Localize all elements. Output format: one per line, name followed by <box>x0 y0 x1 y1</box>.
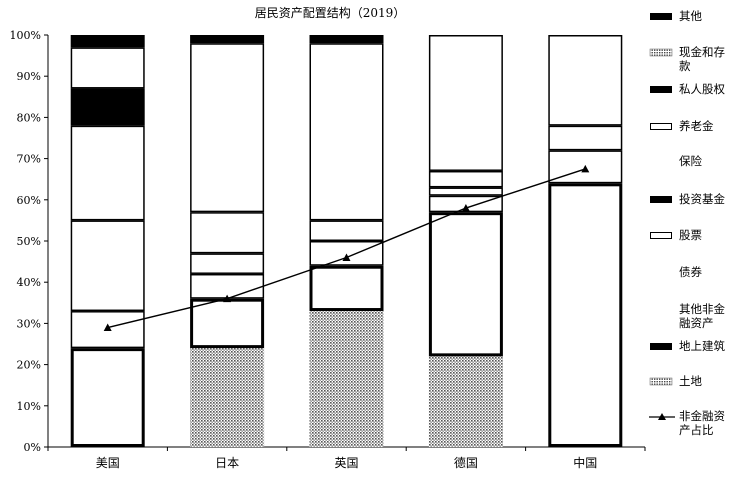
bar-segment <box>428 356 503 447</box>
line-point <box>103 323 112 332</box>
y-tick-label: 10% <box>17 400 41 413</box>
legend-swatch <box>650 86 672 93</box>
line-point <box>581 164 590 173</box>
legend-label: 其他非金融资产 <box>679 302 725 330</box>
legend-label: 投资基金 <box>679 192 725 206</box>
bar-segment <box>190 273 265 299</box>
legend-swatch <box>649 267 677 279</box>
y-tick-label: 50% <box>17 235 41 248</box>
line-point <box>342 253 351 261</box>
x-tick-label: 德国 <box>454 455 478 470</box>
x-tick-label: 美国 <box>96 456 120 470</box>
legend-swatch <box>650 232 672 239</box>
bar-segment <box>428 170 503 188</box>
y-tick-label: 90% <box>17 70 41 83</box>
legend-swatch <box>650 343 672 350</box>
line-point <box>461 204 470 212</box>
bar-segment <box>309 265 384 312</box>
y-tick-label: 60% <box>17 194 41 207</box>
legend-swatch <box>650 13 672 20</box>
bar-segment <box>309 43 384 221</box>
bar-segment <box>190 298 265 349</box>
bar-segment <box>548 35 623 126</box>
bar-segment <box>70 88 145 126</box>
x-tick-label: 日本 <box>215 456 239 470</box>
line-point <box>223 294 232 303</box>
bar-segment <box>70 125 145 221</box>
bar-segment <box>190 35 265 44</box>
bar-segment <box>70 220 145 312</box>
chart-title: 居民资产配置结构（2019） <box>254 6 406 20</box>
legend-label: 其他 <box>679 9 702 23</box>
legend-label: 现金和存款 <box>679 45 725 73</box>
legend-label: 非金融资产占比 <box>679 409 725 437</box>
legend-swatch <box>649 304 677 316</box>
legend-label: 私人股权 <box>679 82 725 96</box>
bar-segment <box>548 125 623 151</box>
bar-segment <box>70 35 145 48</box>
bar-segment <box>548 183 623 447</box>
y-tick-label: 70% <box>17 153 41 166</box>
bar-segment <box>309 220 384 241</box>
y-tick-label: 40% <box>17 276 41 289</box>
legend-label: 债券 <box>679 265 702 279</box>
y-tick-label: 0% <box>24 441 41 454</box>
y-tick-label: 30% <box>17 317 41 330</box>
legend-label: 保险 <box>679 154 702 168</box>
legend-label: 养老金 <box>679 119 714 133</box>
legend-swatch <box>649 156 677 168</box>
y-tick-label: 20% <box>17 359 41 372</box>
legend-label: 股票 <box>679 228 702 242</box>
legend-swatch <box>649 377 673 386</box>
y-tick-label: 100% <box>10 29 41 42</box>
x-tick-label: 英国 <box>334 456 358 470</box>
legend-swatch <box>649 48 673 57</box>
x-tick-label: 中国 <box>573 455 597 470</box>
bar-segment <box>70 311 145 349</box>
legend-label: 地上建筑 <box>679 339 725 353</box>
legend-swatch <box>650 123 672 130</box>
bar-segment <box>70 47 145 89</box>
legend-swatch <box>649 413 675 420</box>
bar-segment <box>428 212 503 357</box>
bar-segment <box>309 35 384 44</box>
legend-label: 土地 <box>679 374 702 388</box>
bar-segment <box>428 187 503 196</box>
bar-segment <box>190 212 265 254</box>
bar-segment <box>70 348 145 447</box>
bar-segment <box>190 253 265 274</box>
bar-segment <box>309 311 384 447</box>
legend-swatch <box>650 196 672 203</box>
bar-segment <box>309 241 384 266</box>
plot-area: 0% 10% 20% 30% 40% 50% 60% 70% 80% 90% 100% 美国 日本 英国 德… <box>10 29 646 470</box>
bar-segment <box>428 35 503 171</box>
bar-segment <box>190 43 265 213</box>
y-tick-label: 80% <box>17 111 41 124</box>
bar-segment <box>190 348 265 447</box>
